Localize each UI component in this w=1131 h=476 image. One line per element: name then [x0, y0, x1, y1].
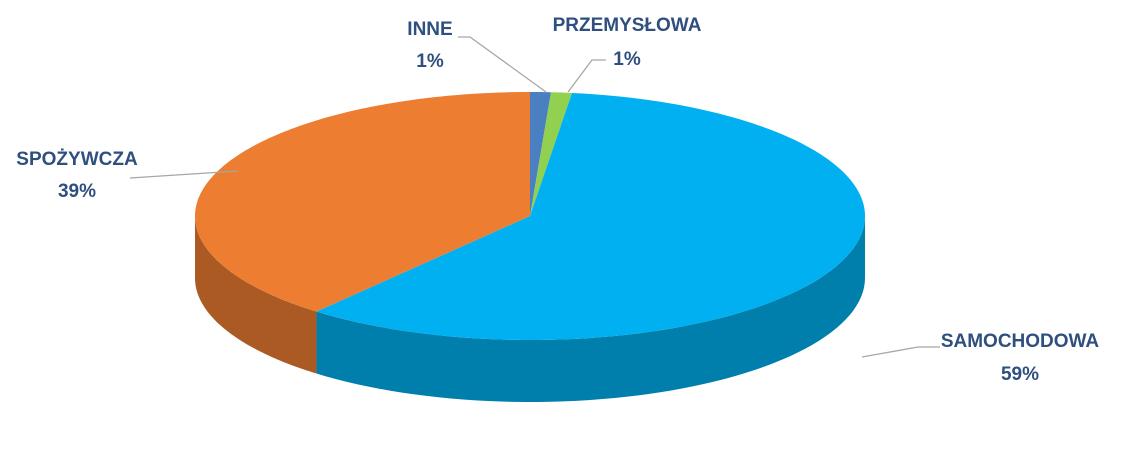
value-label: 1%: [613, 49, 641, 70]
category-label: INNE: [407, 19, 452, 40]
category-label: PRZEMYSŁOWA: [553, 15, 702, 36]
pie-slice-side: [195, 216, 317, 374]
pie-sides: [195, 216, 865, 402]
pie-tops: [195, 92, 865, 340]
pie-slice-side: [316, 216, 865, 402]
pie-slice: [195, 92, 531, 312]
category-label: SPOŻYWCZA: [16, 149, 138, 170]
value-label: 39%: [58, 181, 96, 202]
pie-slice: [530, 92, 552, 216]
leader-lines: [129, 36, 940, 358]
pie-slice: [530, 92, 572, 216]
leader-line: [129, 170, 239, 179]
leader-line: [458, 36, 547, 93]
value-label: 59%: [1001, 364, 1039, 385]
leader-line: [861, 346, 940, 358]
category-label: SAMOCHODOWA: [941, 331, 1100, 352]
value-label: 1%: [416, 51, 444, 72]
leader-line: [567, 59, 606, 93]
data-labels: INNE 1% PRZEMYSŁOWA 1% SAMOCHODOWA 59% SPOŻYWC…: [16, 15, 1099, 385]
pie-slice: [316, 92, 865, 340]
